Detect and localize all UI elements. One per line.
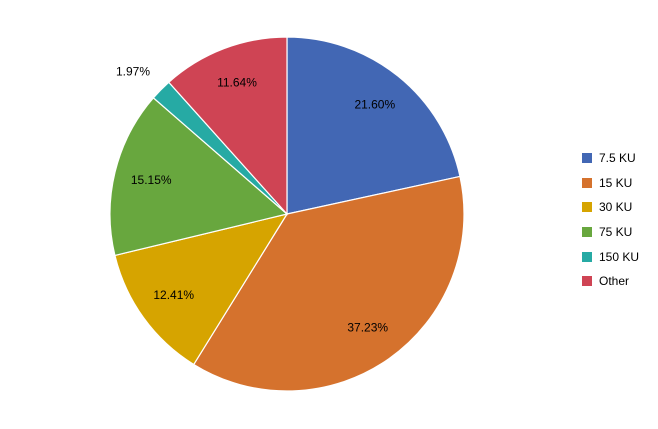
pie-slice-1 [192, 175, 465, 392]
legend-swatch-5 [582, 276, 592, 287]
chart-legend: 7.5 KU 15 KU 30 KU 75 KU 150 KU Other [582, 146, 656, 294]
legend-item-3: 75 KU [582, 220, 656, 245]
legend-item-5: Other [582, 269, 656, 294]
legend-label-5: Other [599, 274, 630, 289]
legend-swatch-4 [582, 251, 592, 262]
legend-item-2: 30 KU [582, 195, 656, 220]
pie-slice-3 [109, 97, 289, 257]
pie-data-label-3: 15.15% [131, 173, 172, 187]
pie-slice-0 [286, 36, 461, 215]
legend-swatch-3 [582, 227, 592, 238]
pie-data-labels: 21.60% 37.23% 12.41% 15.15% 1.97% 11.64% [116, 64, 395, 334]
pie-data-label-1: 37.23% [347, 320, 388, 334]
legend-label-1: 15 KU [599, 175, 633, 190]
legend-swatch-2 [582, 202, 592, 213]
legend-label-3: 75 KU [599, 225, 633, 240]
pie-data-label-0: 21.60% [354, 97, 395, 111]
legend-label-2: 30 KU [599, 200, 633, 215]
legend-item-0: 7.5 KU [582, 146, 656, 171]
pie-slice-2 [114, 213, 289, 366]
legend-label-0: 7.5 KU [599, 151, 636, 166]
pie-data-label-4: 1.97% [116, 64, 150, 78]
legend-item-1: 15 KU [582, 171, 656, 196]
legend-item-4: 150 KU [582, 244, 656, 269]
legend-label-4: 150 KU [599, 249, 640, 264]
pie-slice-5 [167, 36, 288, 216]
legend-swatch-1 [582, 177, 592, 188]
pie-data-label-5: 11.64% [217, 76, 257, 90]
pie-slices [109, 36, 465, 392]
legend-swatch-0 [582, 153, 592, 164]
pie-data-label-2: 12.41% [153, 288, 194, 302]
